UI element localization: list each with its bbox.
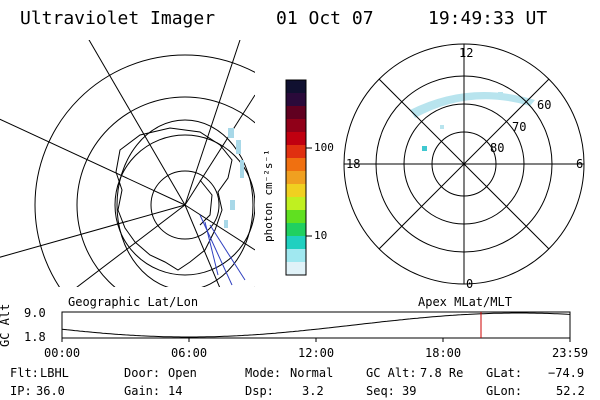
meridian-line [184,204,221,287]
colorbar-swatch [286,171,306,185]
meridian-line [0,204,186,258]
glat-value: −74.9 [548,366,585,380]
seq-value: 39 [402,384,417,398]
app-title: Ultraviolet Imager [20,8,216,29]
meridian-line [88,40,186,206]
colorbar-swatch [286,106,306,120]
polar-map [343,43,585,285]
altitude-xtick: 06:00 [171,346,208,360]
meridian-line [184,94,255,206]
altitude-xtick: 12:00 [298,346,335,360]
colorbar-swatch [286,80,306,94]
lat-circle [114,134,255,276]
glon-label: GLon: [486,384,523,398]
gcalt-label: GC Alt: [366,366,417,380]
colorbar-swatch [286,93,306,107]
date-label: 01 Oct 07 [276,8,374,29]
lat-circle [150,170,220,240]
altitude-curve [61,312,571,338]
time-label: 19:49:33 UT [428,8,548,29]
ip-value: 36.0 [36,384,65,398]
colorbar-swatch [286,262,306,276]
mlt-label-0: 0 [466,277,474,291]
colorbar-tick-10: 10 [314,229,328,242]
colorbar-swatch [286,249,306,263]
mode-value: Normal [290,366,334,380]
mode-label: Mode: [245,366,282,380]
mlt-label-6: 6 [576,157,584,171]
earth-limb [116,119,254,287]
altitude-ytick-top: 9.0 [24,306,46,320]
flt-value: LBHL [40,366,69,380]
colorbar-axis-label: photon cm⁻²s⁻¹ [262,149,275,242]
mlt-label-18: 18 [346,157,361,171]
aurora-band [410,92,535,151]
dsp-label: Dsp: [245,384,274,398]
colorbar-swatch [286,197,306,211]
meridian-line [184,40,241,206]
polar-map-label: Apex MLat/MLT [418,295,512,309]
meridian-line [76,204,186,287]
colorbar-swatch [286,132,306,146]
mlt-label-12: 12 [459,46,474,60]
aurora-specks-geo [224,128,244,228]
altitude-xtick: 00:00 [44,346,81,360]
meridian-line [184,204,255,251]
altitude-frame [61,311,571,339]
geographic-map [0,40,255,287]
gain-label: Gain: [124,384,161,398]
colorbar-tick-100: 100 [314,141,334,154]
flt-label: Flt: [10,366,39,380]
altitude-xtick: 23:59 [552,346,589,360]
altitude-ylabel: GC Alt [0,303,12,347]
altitude-plot [61,311,571,342]
geo-map-label: Geographic Lat/Lon [68,295,199,309]
colorbar-swatch [286,223,306,237]
glon-value: 52.2 [556,384,585,398]
colorbar-swatch [286,210,306,224]
color-bar [285,79,312,276]
altitude-xtick: 18:00 [425,346,462,360]
mlat-label-60: 60 [537,98,552,112]
mlt-line [378,78,550,250]
track-lines [199,214,246,286]
altitude-ytick-bottom: 1.8 [24,330,46,344]
continent-outline [115,127,233,271]
ip-label: IP: [10,384,32,398]
lat-circle [76,96,255,287]
mlat-label-80: 80 [490,141,505,155]
meridian-line [0,118,186,206]
colorbar-swatch [286,119,306,133]
colorbar-swatch [286,158,306,172]
door-value: Open [168,366,197,380]
coast-detail [199,179,213,226]
colorbar-swatch [286,184,306,198]
gcalt-value: 7.8 Re [420,366,464,380]
mlat-label-70: 70 [512,120,527,134]
gain-value: 14 [168,384,183,398]
seq-label: Seq: [366,384,395,398]
lat-circle [34,54,255,287]
dsp-value: 3.2 [302,384,324,398]
colorbar-swatch [286,145,306,159]
door-label: Door: [124,366,161,380]
glat-label: GLat: [486,366,523,380]
colorbar-swatch [286,236,306,250]
